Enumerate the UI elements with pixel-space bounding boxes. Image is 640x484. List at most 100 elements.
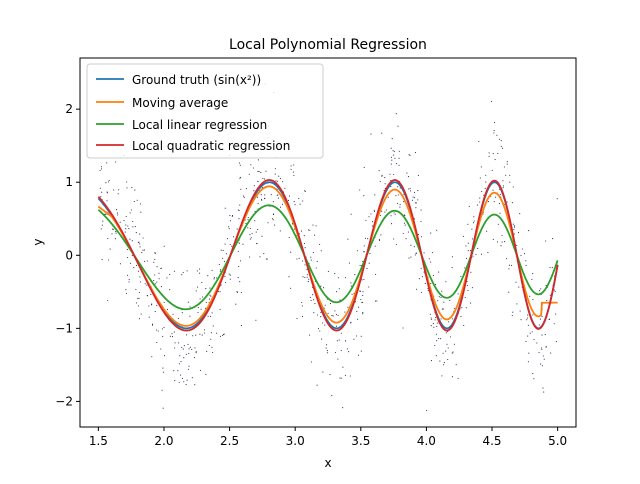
- scatter-point: [324, 304, 326, 306]
- scatter-point: [216, 277, 218, 279]
- scatter-point: [276, 180, 278, 182]
- scatter-point: [317, 327, 320, 329]
- scatter-point: [532, 314, 534, 316]
- scatter-point: [322, 371, 324, 373]
- scatter-point: [243, 196, 245, 198]
- scatter-point: [185, 384, 187, 386]
- scatter-point: [499, 212, 501, 214]
- scatter-point: [261, 235, 263, 237]
- scatter-point: [331, 315, 333, 317]
- scatter-point: [185, 353, 187, 355]
- scatter-point: [293, 174, 295, 176]
- scatter-point: [238, 218, 240, 220]
- scatter-point: [420, 209, 422, 211]
- scatter-point: [312, 251, 314, 253]
- scatter-point: [229, 220, 231, 222]
- scatter-point: [371, 225, 373, 227]
- scatter-point: [293, 201, 295, 203]
- scatter-point: [181, 346, 183, 349]
- scatter-point: [207, 315, 209, 317]
- scatter-point: [141, 252, 143, 254]
- scatter-point: [179, 355, 181, 357]
- scatter-point: [221, 334, 224, 336]
- scatter-point: [512, 223, 514, 225]
- scatter-point: [308, 278, 310, 280]
- scatter-point: [545, 284, 547, 286]
- scatter-point: [316, 314, 319, 316]
- scatter-point: [154, 283, 156, 285]
- scatter-point: [189, 306, 191, 308]
- scatter-point: [238, 265, 240, 267]
- scatter-point: [139, 246, 141, 248]
- scatter-point: [312, 294, 314, 296]
- scatter-point: [200, 308, 202, 310]
- scatter-point: [178, 363, 180, 365]
- scatter-point: [540, 363, 542, 365]
- scatter-point: [187, 301, 189, 303]
- scatter-point: [414, 254, 416, 256]
- scatter-point: [294, 204, 296, 206]
- scatter-point: [457, 293, 459, 295]
- scatter-point: [174, 342, 176, 344]
- scatter-point: [161, 389, 163, 391]
- scatter-point: [550, 352, 552, 354]
- scatter-point: [135, 264, 138, 266]
- scatter-point: [208, 344, 210, 347]
- scatter-point: [452, 351, 454, 353]
- scatter-point: [140, 211, 142, 213]
- scatter-point: [240, 291, 242, 294]
- plot-frame: [79, 57, 577, 428]
- scatter-point: [223, 333, 225, 335]
- scatter-point: [500, 145, 502, 147]
- scatter-point: [371, 221, 373, 223]
- scatter-point: [275, 180, 277, 182]
- scatter-point: [267, 222, 269, 224]
- scatter-point: [224, 275, 226, 278]
- scatter-point: [543, 391, 545, 393]
- scatter-point: [344, 311, 346, 313]
- legend: Ground truth (sin(x²)) Moving average Lo…: [86, 63, 324, 159]
- scatter-point: [391, 159, 393, 161]
- scatter-point: [337, 358, 339, 360]
- scatter-point: [301, 260, 304, 262]
- scatter-point: [195, 290, 197, 292]
- scatter-point: [485, 181, 487, 183]
- scatter-point: [201, 281, 203, 284]
- scatter-point: [203, 332, 205, 334]
- scatter-point: [128, 279, 130, 281]
- scatter-point: [531, 331, 533, 333]
- scatter-point: [467, 289, 469, 292]
- scatter-point: [191, 348, 193, 350]
- scatter-point: [527, 324, 529, 326]
- scatter-point: [554, 290, 556, 293]
- scatter-point: [320, 311, 322, 314]
- scatter-point: [303, 243, 305, 245]
- scatter-point: [279, 230, 281, 232]
- scatter-point: [521, 248, 523, 250]
- scatter-point: [492, 238, 494, 240]
- scatter-point: [449, 336, 451, 338]
- scatter-point: [298, 198, 300, 200]
- scatter-point: [240, 188, 242, 190]
- scatter-point: [219, 270, 221, 272]
- scatter-point: [407, 231, 409, 233]
- scatter-point: [541, 334, 543, 336]
- scatter-point: [139, 203, 142, 205]
- scatter-point: [334, 273, 336, 275]
- scatter-point: [414, 152, 416, 154]
- scatter-point: [533, 378, 535, 380]
- scatter-point: [506, 161, 508, 163]
- legend-label-ground-truth: Ground truth (sin(x²)): [132, 73, 261, 87]
- scatter-point: [432, 323, 434, 325]
- scatter-point: [108, 179, 110, 182]
- scatter-point: [236, 228, 238, 230]
- scatter-point: [395, 163, 397, 165]
- scatter-point: [484, 187, 486, 189]
- scatter-point: [501, 241, 503, 243]
- scatter-point: [132, 226, 134, 228]
- scatter-point: [219, 335, 221, 337]
- scatter-point: [428, 258, 430, 260]
- scatter-point: [393, 212, 395, 214]
- scatter-point: [423, 252, 425, 254]
- scatter-point: [106, 200, 108, 202]
